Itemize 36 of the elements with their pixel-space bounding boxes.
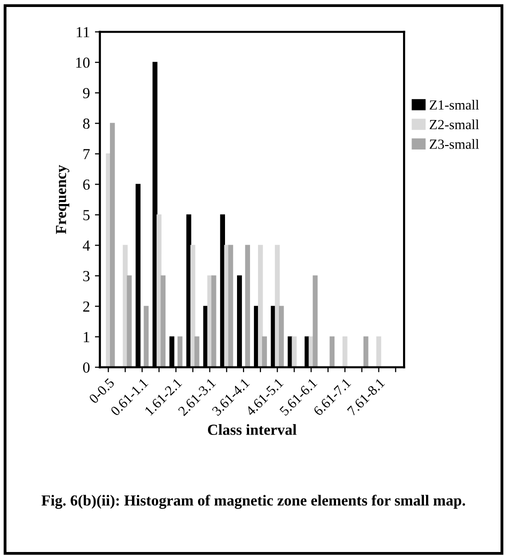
legend-label: Z3-small	[430, 139, 479, 149]
y-tick-label: 4	[82, 240, 90, 251]
y-tick-label: 2	[83, 301, 90, 312]
y-tick-label: 1	[84, 332, 90, 342]
bar	[194, 336, 200, 368]
y-tick-label: 0	[83, 362, 90, 373]
bar	[110, 122, 115, 368]
bar	[126, 275, 132, 368]
legend-label: Z1-small	[430, 100, 479, 110]
bar	[342, 336, 348, 368]
y-tick-label: 11	[76, 27, 90, 38]
bar	[160, 275, 166, 368]
y-tick-label: 7	[84, 149, 90, 160]
caption: Fig. 6(b)(ii): Histogram of magnetic zone elements for small map.	[42, 494, 466, 509]
legend-label: Z2-small	[430, 120, 479, 130]
bar	[211, 275, 216, 368]
bar	[278, 306, 284, 368]
y-tick-label: 3	[83, 270, 90, 282]
y-tick-label: 6	[83, 180, 90, 190]
bar	[363, 336, 368, 368]
bar	[245, 244, 250, 368]
y-tick-label: 9	[83, 88, 90, 98]
x-axis-title: Class interval	[208, 424, 296, 435]
bar	[144, 306, 149, 368]
bar	[228, 244, 234, 368]
y-tick-label: 8	[83, 118, 90, 129]
y-tick-label: 10	[76, 57, 90, 68]
y-axis-title: Frequency	[56, 165, 70, 234]
y-tick-label: 5	[83, 210, 90, 220]
bar	[312, 275, 318, 368]
bar	[178, 336, 182, 368]
bar	[330, 336, 335, 368]
bar	[258, 244, 263, 368]
bar	[274, 244, 280, 368]
bar	[262, 336, 267, 368]
bar	[190, 244, 196, 368]
